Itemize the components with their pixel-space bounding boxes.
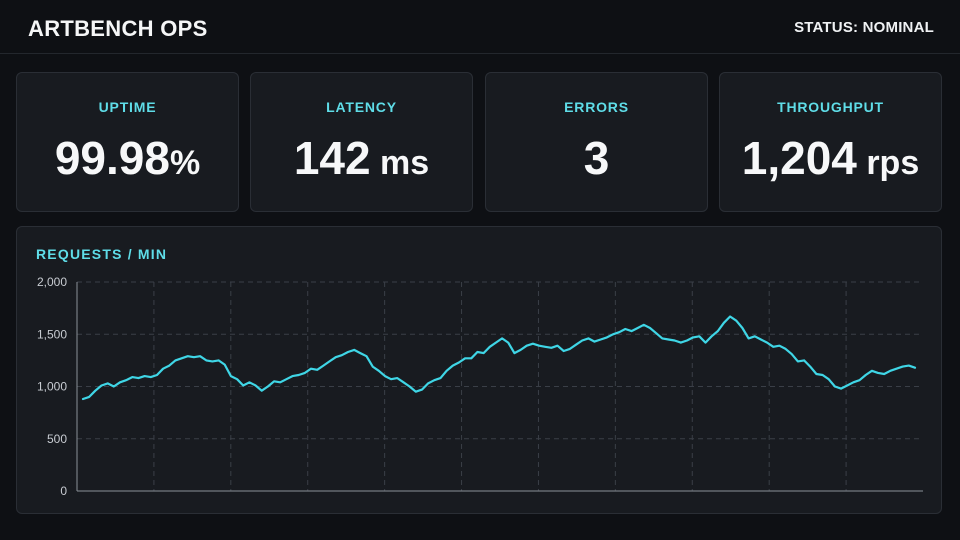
y-tick-label: 500: [47, 432, 67, 446]
uptime-value: 99.98%: [17, 131, 238, 185]
latency-number: 142: [293, 132, 371, 184]
errors-card: ERRORS 3: [485, 72, 708, 212]
requests-line-chart: 0 500 1,000 1,500 2,000: [37, 275, 923, 498]
chart-title: REQUESTS / MIN: [36, 246, 168, 262]
throughput-number: 1,204: [741, 132, 857, 184]
requests-chart-panel: REQUESTS / MIN 0 500 1,000 1,500 2,000: [16, 226, 942, 514]
throughput-value: 1,204 rps: [720, 131, 941, 185]
y-tick-label: 1,000: [37, 380, 67, 394]
throughput-label: THROUGHPUT: [777, 99, 884, 115]
latency-card: LATENCY 142 ms: [250, 72, 473, 212]
y-tick-label: 2,000: [37, 275, 67, 289]
errors-number: 3: [583, 132, 610, 184]
uptime-label: UPTIME: [98, 99, 157, 115]
uptime-unit: %: [169, 144, 201, 182]
latency-label: LATENCY: [326, 99, 397, 115]
latency-value: 142 ms: [251, 131, 472, 185]
throughput-unit: rps: [856, 144, 920, 182]
uptime-card: UPTIME 99.98%: [16, 72, 239, 212]
uptime-number: 99.98: [54, 132, 170, 184]
errors-label: ERRORS: [564, 99, 629, 115]
y-tick-label: 1,500: [37, 327, 67, 341]
y-tick-label: 0: [60, 484, 67, 498]
throughput-card: THROUGHPUT 1,204 rps: [719, 72, 942, 212]
latency-unit: ms: [370, 144, 430, 182]
status-indicator: STATUS: NOMINAL: [794, 19, 934, 36]
requests-series-line: [81, 315, 917, 401]
app-title: ARTBENCH OPS: [28, 16, 208, 41]
top-bar: ARTBENCH OPS STATUS: NOMINAL: [0, 0, 960, 54]
errors-value: 3: [486, 131, 707, 185]
